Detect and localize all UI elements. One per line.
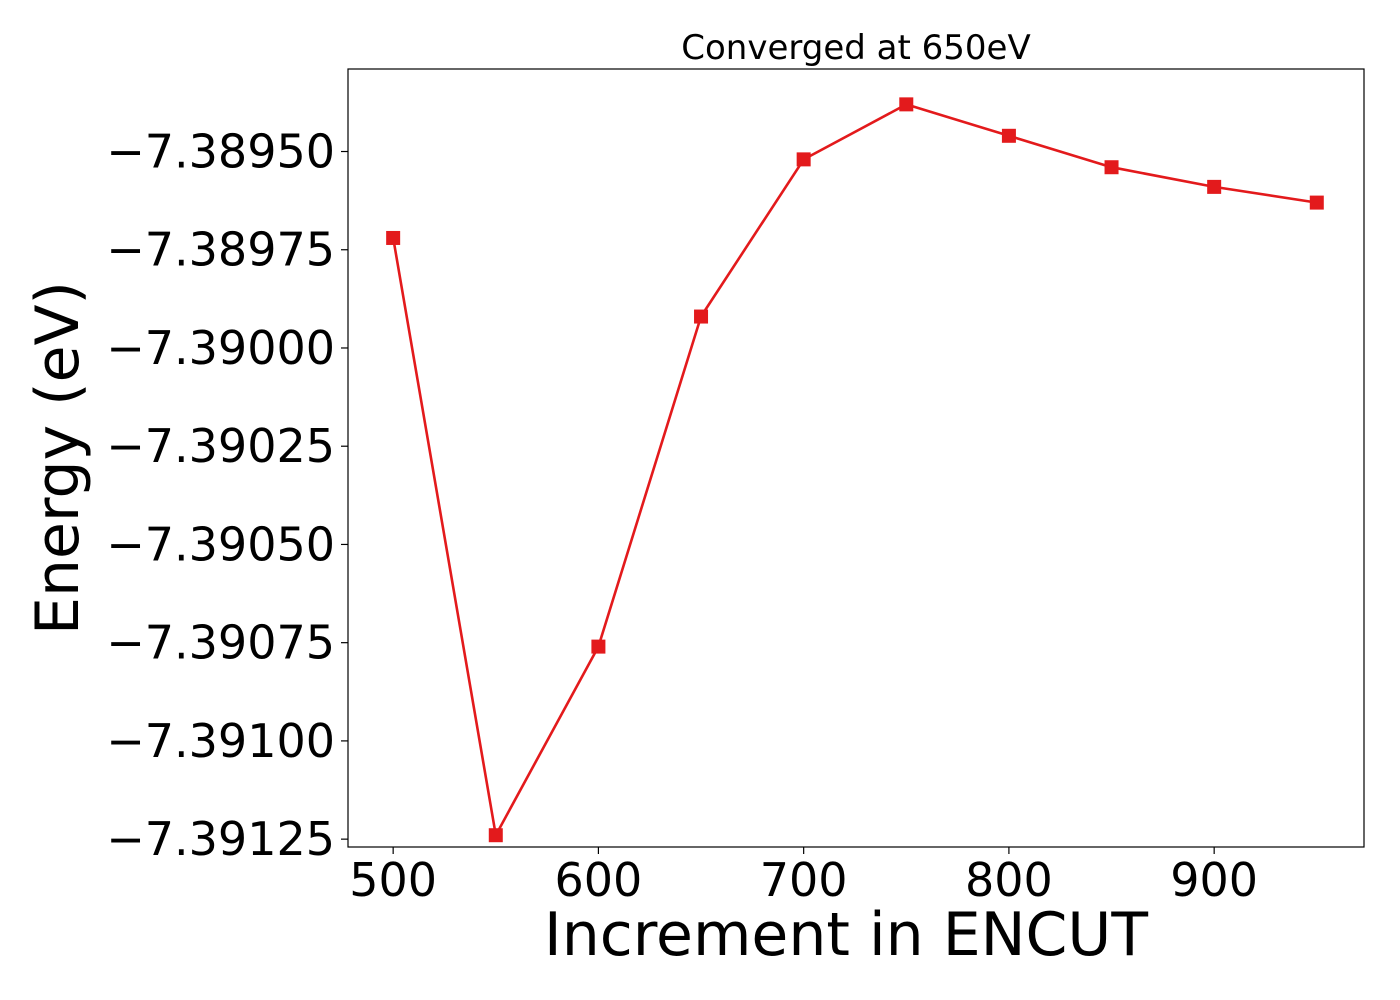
x-tick-label: 700 — [760, 853, 848, 907]
x-tick-label: 600 — [555, 853, 643, 907]
data-point-marker — [694, 309, 709, 324]
y-tick-label: −7.39050 — [106, 517, 335, 571]
data-point-marker — [1207, 179, 1222, 194]
y-axis-title: Energy (eV) — [23, 281, 93, 635]
y-tick-label: −7.38950 — [106, 125, 335, 179]
y-tick-label: −7.39025 — [106, 419, 335, 473]
series-layer — [386, 97, 1324, 843]
data-point-marker — [488, 828, 503, 843]
x-axis-title: Increment in ENCUT — [544, 900, 1148, 970]
data-point-marker — [899, 97, 914, 112]
data-point-marker — [796, 152, 811, 167]
y-tick-label: −7.38975 — [106, 223, 335, 277]
y-tick-label: −7.39100 — [106, 714, 335, 768]
y-axis: −7.38950 −7.38975 −7.39000 −7.39025 −7.39050… — [106, 125, 348, 866]
x-tick-label: 500 — [349, 853, 437, 907]
data-point-marker — [1104, 160, 1119, 175]
data-point-marker — [591, 639, 606, 654]
data-point-marker — [386, 230, 401, 245]
y-tick-label: −7.39075 — [106, 616, 335, 670]
series-line — [391, 103, 1317, 837]
chart-title: Converged at 650eV — [681, 28, 1030, 68]
data-point-marker — [1309, 195, 1324, 210]
data-point-marker — [1001, 128, 1016, 143]
x-tick-label: 800 — [965, 853, 1053, 907]
plot-area-frame — [347, 68, 1365, 848]
x-tick-label: 900 — [1170, 853, 1258, 907]
x-axis: 500 600 700 800 900 — [349, 847, 1258, 907]
y-tick-label: −7.39125 — [106, 812, 335, 866]
y-tick-label: −7.39000 — [106, 321, 335, 375]
